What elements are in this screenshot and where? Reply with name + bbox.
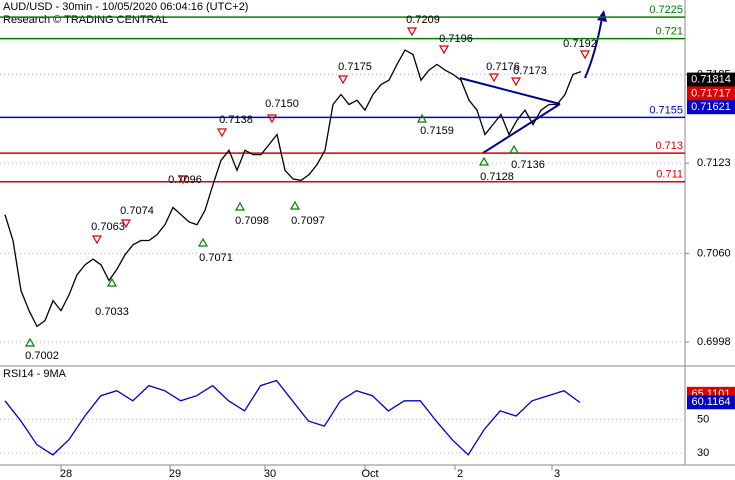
annotation-marker bbox=[266, 114, 278, 124]
annotation-marker bbox=[177, 175, 189, 185]
annotation-label: 0.7096 bbox=[168, 174, 202, 186]
annotation-label: 0.7209 bbox=[406, 14, 440, 26]
annotation-marker bbox=[510, 77, 522, 87]
x-tick-label: 28 bbox=[60, 468, 72, 480]
annotation-label: 0.7098 bbox=[235, 215, 269, 227]
trend-line bbox=[459, 77, 561, 105]
annotation-marker bbox=[216, 128, 228, 138]
trend-line bbox=[482, 103, 561, 154]
annotation-marker bbox=[289, 200, 301, 210]
annotation-label: 0.7138 bbox=[219, 114, 253, 126]
price-tag-label: 0.71621 bbox=[691, 101, 731, 113]
price-tag bbox=[687, 100, 735, 115]
annotation-marker bbox=[438, 45, 450, 55]
arrow-head bbox=[597, 10, 607, 22]
price-line bbox=[4, 49, 582, 328]
annotation-label: 0.7192 bbox=[563, 38, 597, 50]
annotation-label: 0.7136 bbox=[511, 159, 545, 171]
annotation-label: 0.7159 bbox=[420, 125, 454, 137]
chart-subtitle: Research © TRADING CENTRAL bbox=[3, 14, 168, 26]
annotation-label: 0.7196 bbox=[439, 33, 473, 45]
annotation-marker bbox=[579, 50, 591, 60]
y-tick-label: 50 bbox=[697, 413, 709, 425]
annotation-marker bbox=[91, 235, 103, 245]
annotation-label: 0.7097 bbox=[291, 215, 325, 227]
y-tick-label: 30 bbox=[697, 447, 709, 459]
level-label: 0.7225 bbox=[649, 4, 683, 16]
annotation-label: 0.7074 bbox=[120, 205, 154, 217]
price-tag-label: 60.1164 bbox=[692, 396, 731, 408]
annotation-marker bbox=[478, 156, 490, 166]
annotation-marker bbox=[234, 201, 246, 211]
level-label: 0.721 bbox=[655, 26, 683, 38]
annotation-marker bbox=[337, 75, 349, 85]
level-label: 0.713 bbox=[655, 140, 683, 152]
price-tag bbox=[687, 72, 735, 87]
x-tick-label: 2 bbox=[457, 468, 463, 480]
annotation-label: 0.7071 bbox=[199, 252, 233, 264]
price-tag-label: 0.71717 bbox=[691, 87, 731, 99]
annotation-label: 0.7176 bbox=[486, 61, 520, 73]
rsi-title: RSI14 - 9MA bbox=[3, 368, 67, 380]
x-tick-label: Oct bbox=[361, 468, 378, 480]
annotation-marker bbox=[24, 337, 36, 347]
rsi-line bbox=[4, 379, 581, 456]
annotation-label: 0.7063 bbox=[91, 221, 125, 233]
y-tick-label: 0.7123 bbox=[697, 157, 731, 169]
annotation-marker bbox=[488, 73, 500, 83]
annotation-marker bbox=[416, 113, 428, 123]
x-tick-label: 3 bbox=[554, 468, 560, 480]
annotation-label: 0.7002 bbox=[25, 350, 59, 362]
y-tick-label: 0.7060 bbox=[697, 247, 731, 259]
annotation-label: 0.7150 bbox=[265, 98, 299, 110]
annotation-marker bbox=[120, 219, 132, 229]
projection-arrow bbox=[584, 17, 603, 79]
annotation-label: 0.7175 bbox=[338, 61, 372, 73]
annotation-label: 0.7033 bbox=[95, 306, 129, 318]
y-tick-label: 0.6998 bbox=[697, 336, 731, 348]
annotation-marker bbox=[508, 144, 520, 154]
x-tick-label: 30 bbox=[264, 468, 276, 480]
annotation-marker bbox=[406, 27, 418, 37]
annotation-label: 0.7128 bbox=[480, 171, 514, 183]
chart-title: AUD/USD - 30min - 10/05/2020 06:04:16 (U… bbox=[3, 1, 248, 13]
price-tag-label: 0.71814 bbox=[691, 73, 731, 85]
annotation-marker bbox=[197, 237, 209, 247]
price-tag bbox=[687, 395, 735, 410]
annotation-label: 0.7173 bbox=[513, 65, 547, 77]
level-label: 0.7155 bbox=[649, 104, 683, 116]
price-tag bbox=[687, 86, 735, 101]
annotation-marker bbox=[106, 277, 118, 287]
level-label: 0.711 bbox=[656, 169, 683, 181]
x-tick-label: 29 bbox=[169, 468, 181, 480]
